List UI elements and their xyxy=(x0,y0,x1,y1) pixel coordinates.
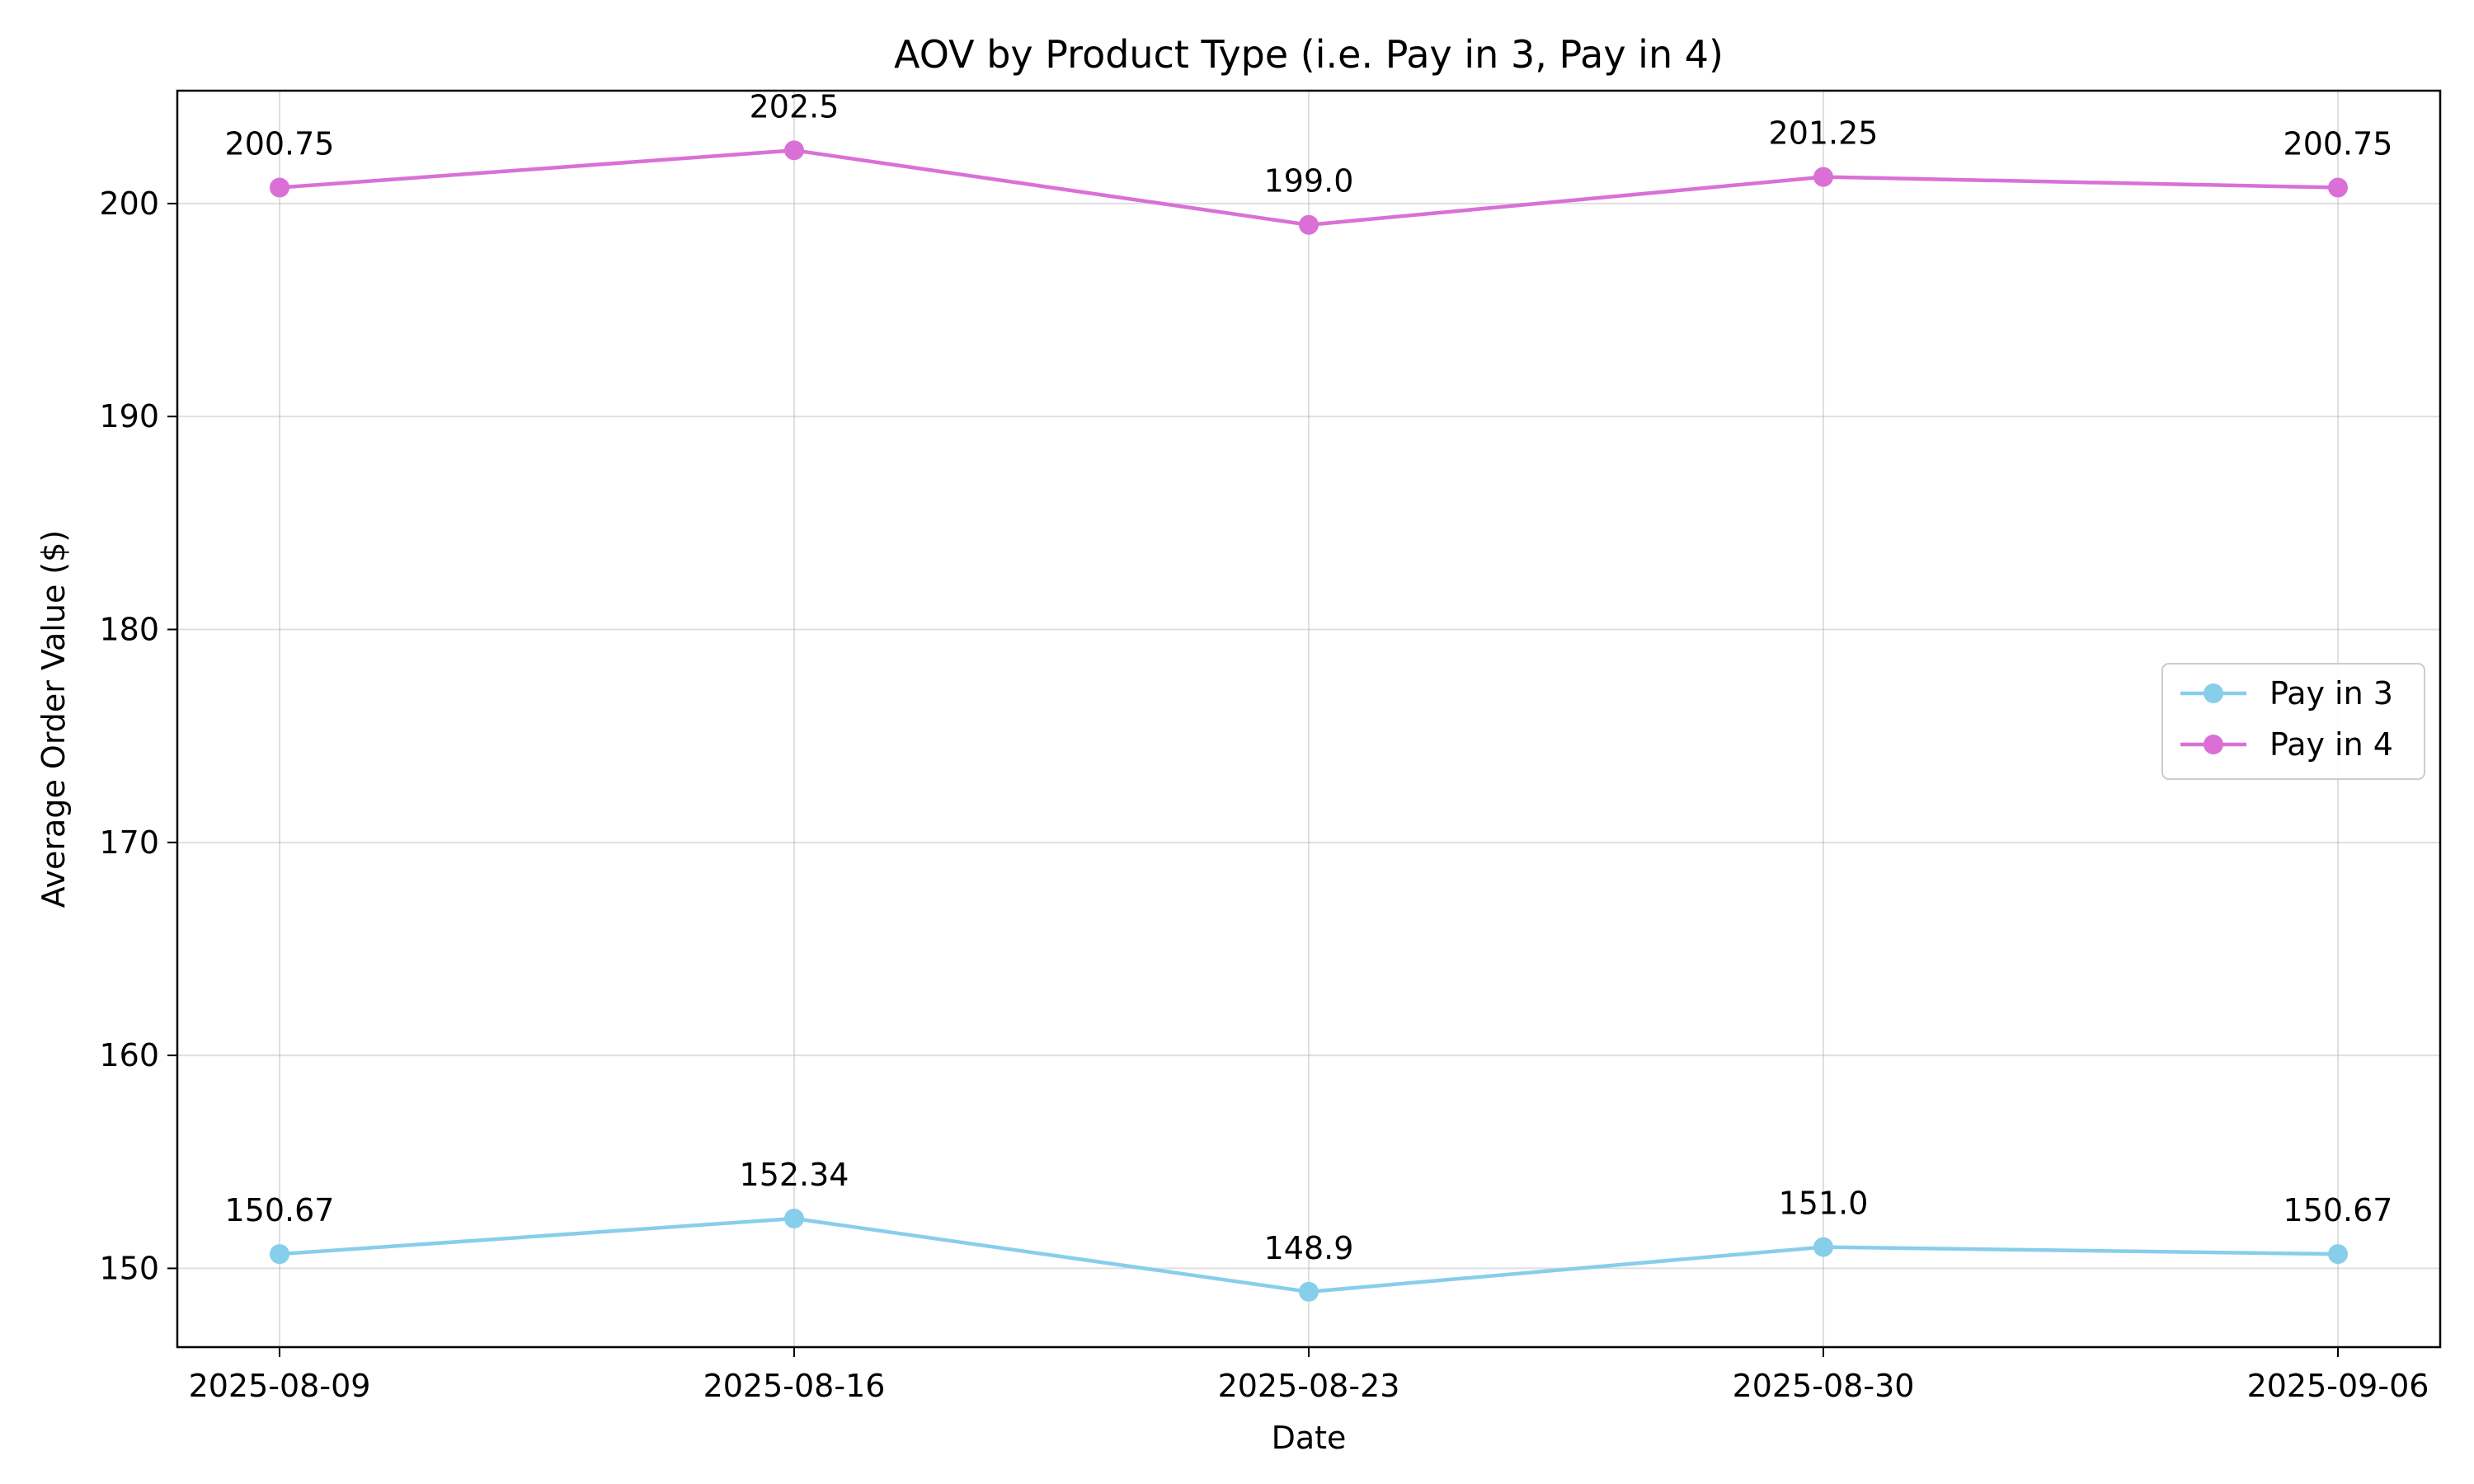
data-point xyxy=(270,1244,289,1265)
data-label: 151.0 xyxy=(1779,1186,1869,1222)
legend: Pay in 3 Pay in 4 xyxy=(2161,663,2425,780)
data-point xyxy=(270,177,289,198)
data-label: 200.75 xyxy=(2284,126,2393,162)
data-point xyxy=(784,140,804,161)
data-label: 201.25 xyxy=(1769,115,1879,152)
y-axis-label: Average Order Value ($) xyxy=(35,530,72,908)
x-tick-label: 2025-09-06 xyxy=(2247,1368,2429,1404)
legend-label: Pay in 3 xyxy=(2269,675,2393,711)
x-tick-label: 2025-08-09 xyxy=(189,1368,371,1404)
data-point xyxy=(2328,177,2348,198)
legend-marker xyxy=(2204,683,2223,703)
data-label: 200.75 xyxy=(225,126,335,162)
x-tick-label: 2025-08-23 xyxy=(1218,1368,1400,1404)
y-tick-label: 160 xyxy=(99,1037,159,1073)
data-point xyxy=(1813,167,1833,187)
x-tick-label: 2025-08-30 xyxy=(1733,1368,1915,1404)
y-tick-label: 150 xyxy=(99,1250,159,1286)
data-label: 148.9 xyxy=(1264,1230,1354,1266)
series-layer: 150.67 152.34 148.9 151.0 150.67 200.75 202.5 1… xyxy=(225,88,2393,1302)
y-tick-label: 200 xyxy=(99,186,159,222)
y-tick-label: 180 xyxy=(99,612,159,648)
data-label: 150.67 xyxy=(2284,1192,2393,1228)
data-point xyxy=(784,1208,804,1228)
data-label: 199.0 xyxy=(1264,163,1354,200)
y-tick-label: 190 xyxy=(99,398,159,434)
data-point xyxy=(2328,1244,2348,1265)
x-tick-label: 2025-08-16 xyxy=(703,1368,886,1404)
data-label: 202.5 xyxy=(750,88,840,124)
data-point xyxy=(1299,1281,1319,1302)
x-axis-label: Date xyxy=(1272,1420,1347,1456)
legend-label: Pay in 4 xyxy=(2269,726,2393,763)
chart-title: AOV by Product Type (i.e. Pay in 3, Pay … xyxy=(894,32,1724,77)
axes: 2025-08-09 2025-08-16 2025-08-23 2025-08-30… xyxy=(99,186,2429,1404)
data-point xyxy=(1299,214,1319,235)
y-tick-label: 170 xyxy=(99,824,159,861)
data-label: 152.34 xyxy=(740,1157,849,1193)
data-label: 150.67 xyxy=(225,1192,335,1228)
legend-marker xyxy=(2204,735,2223,754)
data-point xyxy=(1813,1237,1833,1257)
